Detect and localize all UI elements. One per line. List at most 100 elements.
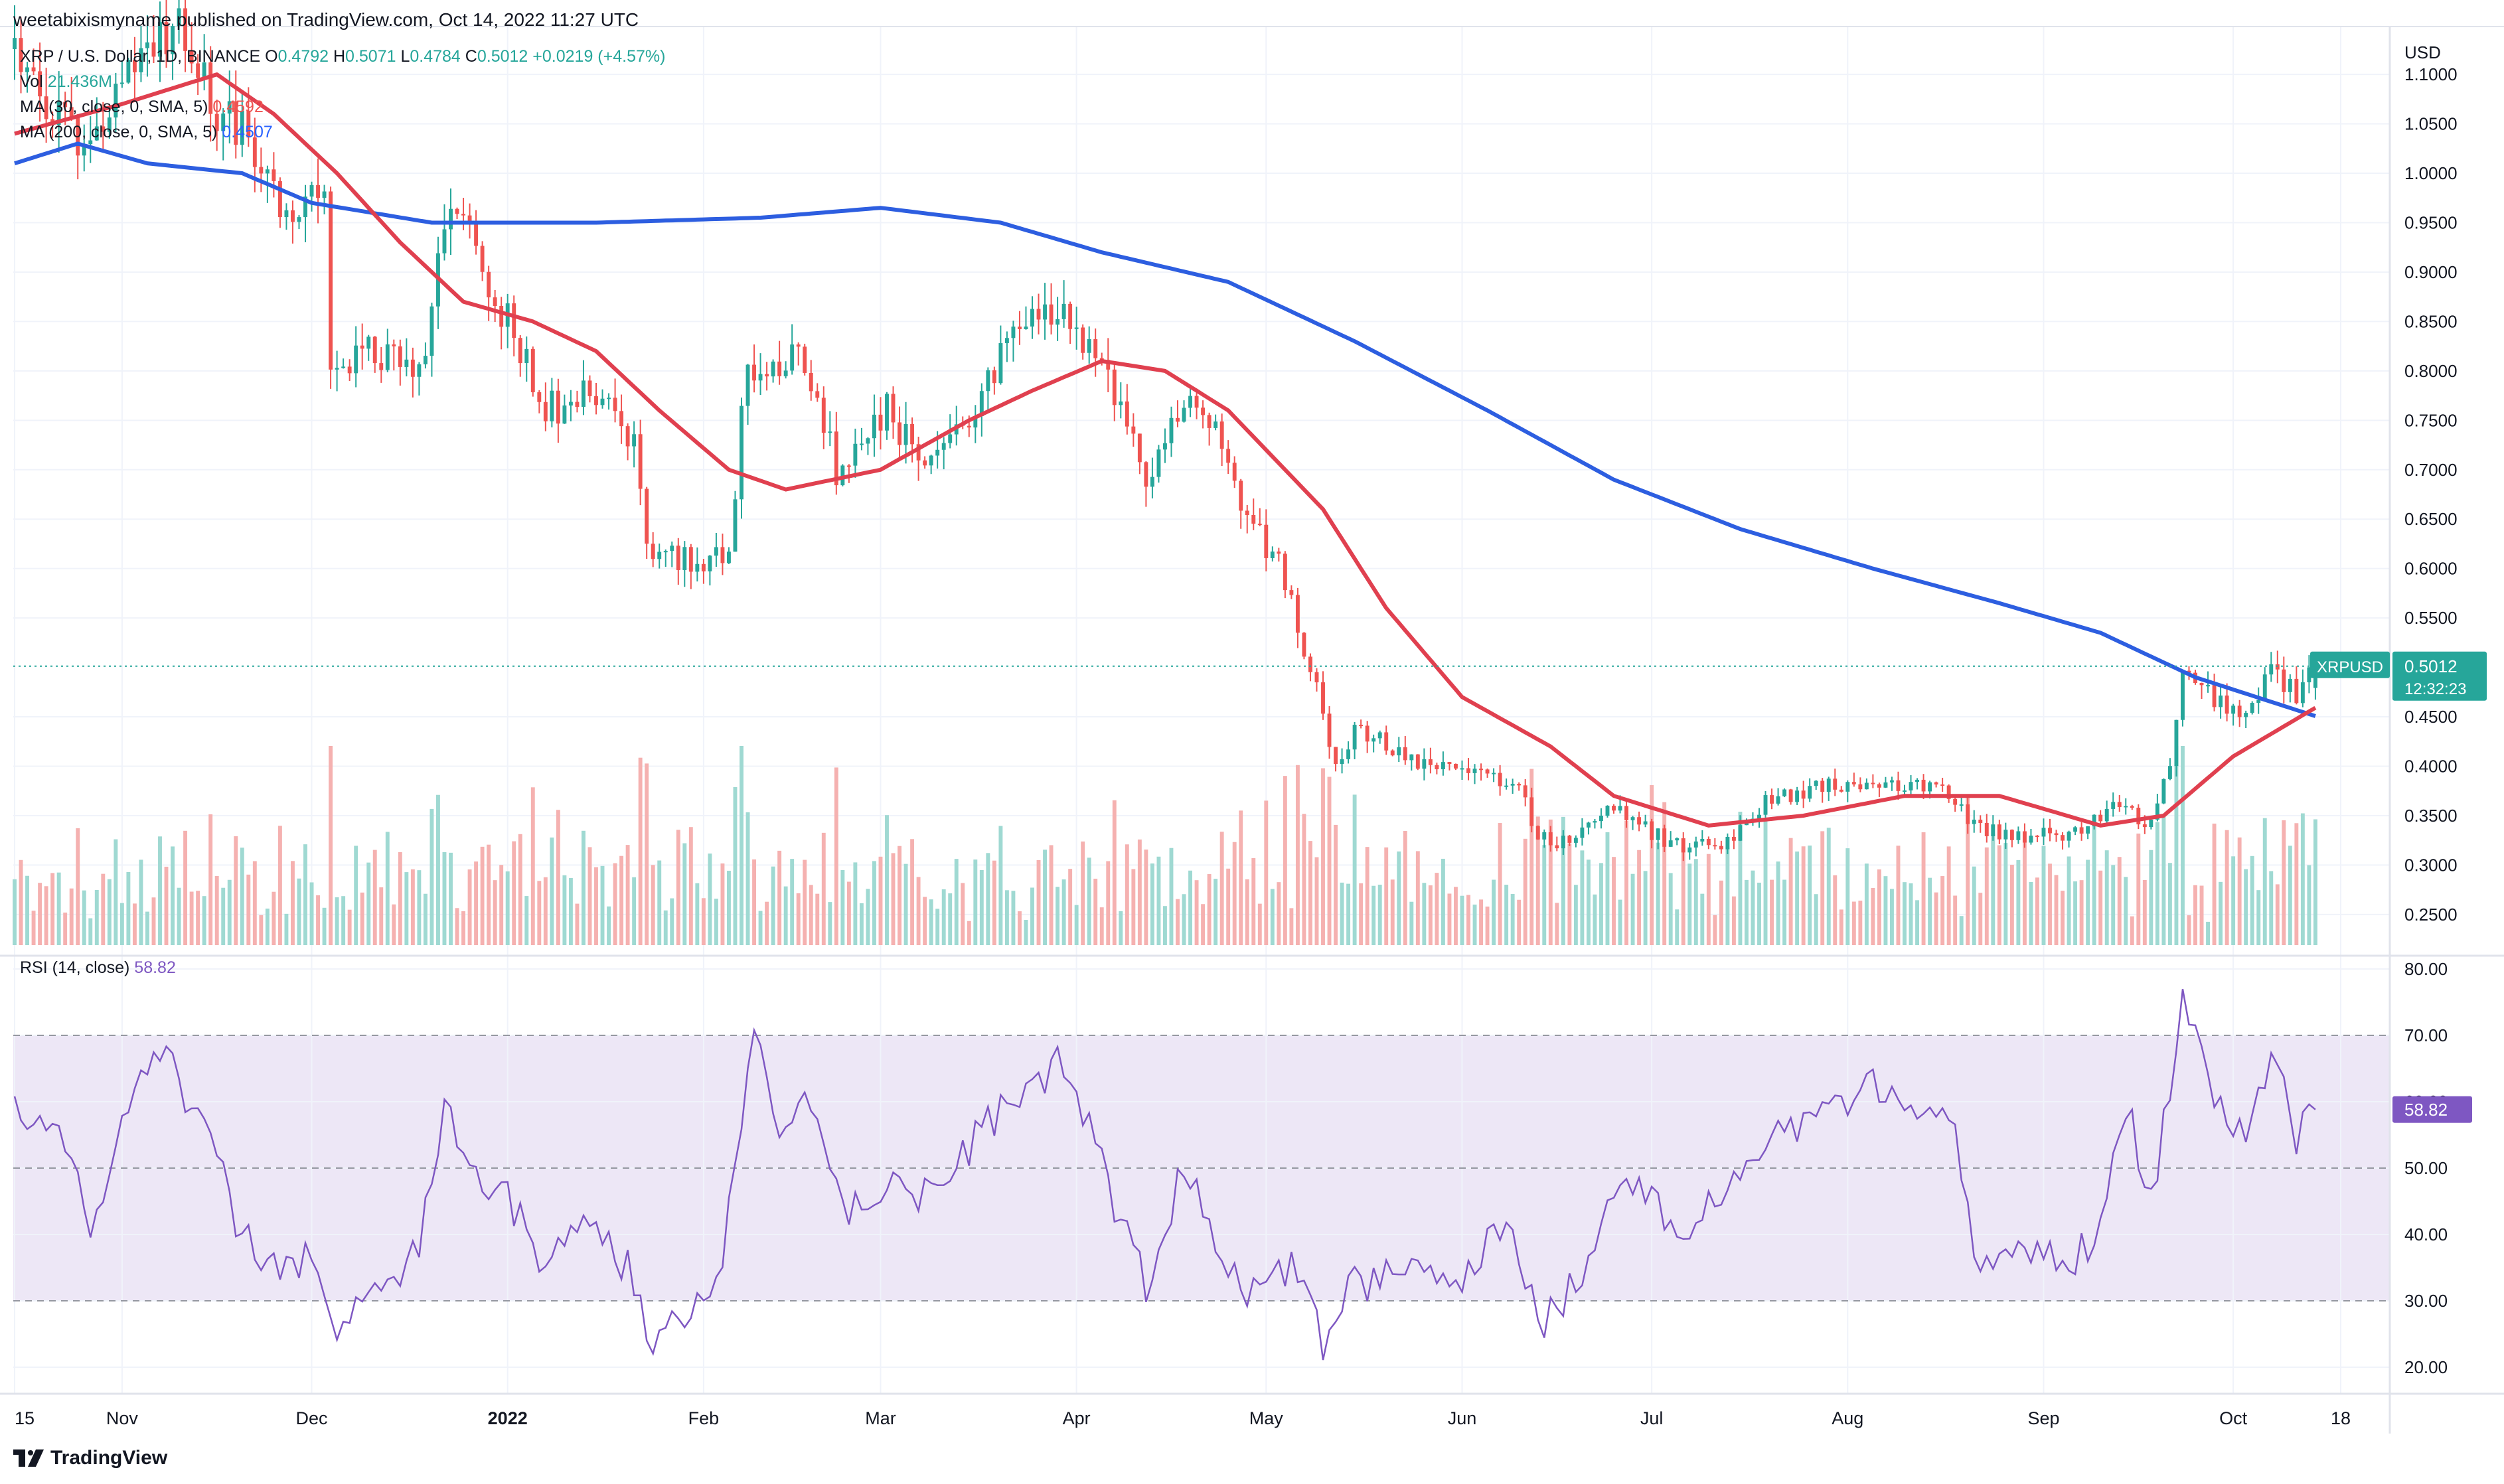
volume-bar: [758, 911, 763, 945]
volume-bar: [126, 871, 131, 945]
volume-bar: [2212, 823, 2217, 945]
candle: [392, 339, 396, 371]
volume-bar: [1093, 878, 1098, 945]
legend-low: 0.4784: [410, 47, 461, 66]
candle-body: [82, 144, 86, 156]
candle-body: [2294, 678, 2299, 704]
volume-bar: [2016, 859, 2021, 945]
volume-bar: [2054, 875, 2059, 945]
volume-bar: [1283, 776, 1287, 945]
candle: [410, 347, 415, 398]
volume-bar: [385, 832, 390, 945]
candle: [1814, 780, 1818, 790]
volume-bar: [663, 910, 668, 945]
volume-bar: [1176, 899, 1180, 945]
candle-body: [1466, 768, 1470, 773]
candle: [1624, 798, 1628, 828]
candle: [1883, 777, 1888, 788]
candle-body: [455, 208, 459, 214]
candle: [158, 1, 162, 82]
volume-bar: [1447, 893, 1452, 945]
candle-body: [1668, 840, 1673, 847]
candle: [568, 390, 573, 421]
candle: [430, 302, 434, 377]
volume-bar: [1782, 879, 1787, 945]
candle: [1517, 782, 1522, 791]
volume-bar: [670, 898, 674, 945]
candle-body: [1359, 725, 1364, 727]
volume-bar: [1321, 768, 1325, 945]
volume-bar: [1978, 893, 1983, 945]
volume-bar: [1573, 885, 1578, 945]
candle-body: [1586, 822, 1591, 828]
volume-bar: [562, 875, 567, 945]
candle-body: [474, 222, 479, 246]
candle: [846, 464, 851, 483]
candle: [189, 22, 194, 74]
legend-symbol-row[interactable]: XRP / U.S. Dollar, 1D, BINANCE O0.4792 H…: [20, 44, 665, 69]
candle: [834, 411, 838, 495]
volume-bar: [582, 830, 586, 945]
volume-bar: [1018, 911, 1022, 945]
candle-body: [878, 414, 883, 431]
candle: [1738, 815, 1743, 842]
candle-body: [1517, 784, 1522, 786]
volume-bar: [1403, 831, 1407, 945]
volume-bar: [1334, 824, 1338, 945]
volume-bar: [392, 904, 396, 945]
candle: [1795, 786, 1800, 805]
candle: [1397, 737, 1401, 763]
volume-bar: [114, 839, 118, 945]
volume-bar: [1106, 861, 1111, 945]
candle: [2199, 682, 2204, 700]
legend-ma30-row[interactable]: MA (30, close, 0, SMA, 5) 0.4592: [20, 94, 665, 119]
volume-bar: [436, 794, 440, 945]
candle-body: [809, 372, 813, 392]
candle-body: [398, 346, 402, 367]
volume-bar: [973, 859, 978, 945]
candle-body: [385, 344, 390, 370]
candle-body: [132, 60, 137, 72]
volume-bar: [1327, 777, 1332, 945]
volume-bar: [638, 757, 643, 945]
volume-bar: [2275, 884, 2280, 945]
candle: [202, 34, 206, 91]
candle-body: [1428, 759, 1433, 765]
candle: [998, 325, 1003, 385]
rsi-legend[interactable]: RSI (14, close) 58.82: [20, 958, 176, 978]
candle: [423, 342, 428, 369]
time-tick-label: Apr: [1063, 1408, 1091, 1428]
candle-body: [1687, 847, 1692, 853]
candle-body: [1441, 762, 1445, 770]
candle-body: [1188, 396, 1192, 408]
candle: [1681, 832, 1685, 861]
rsi-tick-label: 80.00: [2404, 959, 2448, 979]
candle: [1239, 479, 1243, 529]
legend-vol-row[interactable]: Vol 21.436M: [20, 69, 665, 94]
volume-bar: [859, 903, 864, 945]
candle-body: [101, 126, 106, 132]
candle-body: [1314, 672, 1319, 683]
volume-bar: [1675, 909, 1680, 945]
legend-ma200-row[interactable]: MA (200, close, 0, SMA, 5) 0.4507: [20, 119, 665, 145]
candle-body: [322, 191, 327, 198]
candle: [1011, 321, 1016, 362]
candle-body: [1864, 782, 1869, 790]
candle-body: [1068, 303, 1073, 329]
volume-bar: [1593, 894, 1597, 945]
volume-bar: [303, 844, 307, 945]
candle-body: [1991, 824, 1995, 836]
volume-bar: [600, 865, 605, 945]
candle: [493, 289, 497, 323]
candle-body: [1700, 839, 1705, 842]
candle: [1024, 306, 1028, 330]
candle: [1125, 384, 1129, 435]
tradingview-footer[interactable]: TradingView: [13, 1447, 167, 1469]
volume-bar: [1295, 765, 1300, 945]
volume-bar: [2288, 846, 2292, 945]
candle: [1555, 836, 1559, 852]
volume-bar: [1624, 820, 1628, 945]
candle: [2181, 669, 2185, 727]
volume-bar: [1043, 850, 1047, 945]
legend-low-label: L: [400, 47, 410, 66]
